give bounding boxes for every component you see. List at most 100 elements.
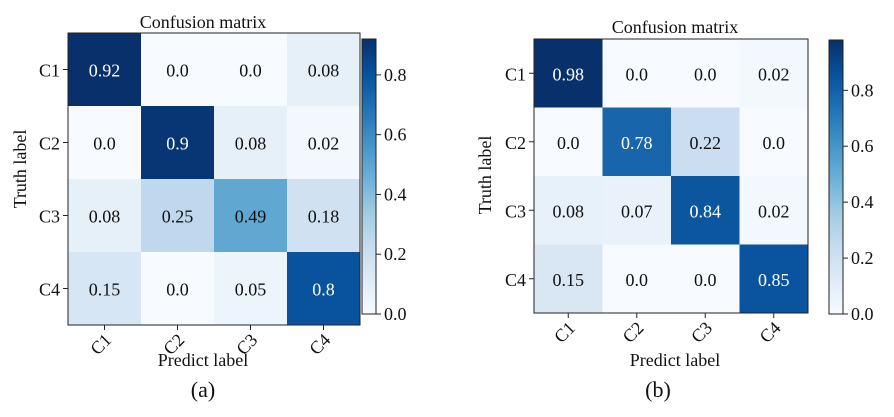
cell-value-label: 0.0 (557, 133, 580, 153)
colorbar: 0.0 0.2 0.4 0.6 0.8 (361, 38, 407, 324)
y-axis-label: Truth label (10, 130, 30, 209)
cell-value-labels: 0.92 0.0 0.0 0.08 0.0 0.9 0.08 0.02 0.08 0.25 0.49… (89, 61, 340, 300)
heatmap-frame (533, 38, 809, 314)
colorbar-gradient (828, 39, 844, 315)
cell-value-label: 0.0 (93, 134, 116, 154)
cell-value-label: 0.92 (89, 61, 121, 81)
cell-value-labels: 0.98 0.0 0.0 0.02 0.0 0.78 0.22 0.0 0.08 0.07 0.84… (553, 64, 790, 290)
cell-value-label: 0.08 (308, 61, 340, 81)
y-tick-label: C3 (39, 207, 60, 227)
x-tick-label: C1 (86, 330, 115, 359)
cell-value-label: 0.9 (166, 134, 189, 154)
y-tick-label: C4 (39, 280, 60, 300)
heatmap-cell (141, 106, 215, 180)
x-tick-label: C2 (619, 318, 648, 347)
heatmap-cell (287, 33, 361, 107)
cell-value-label: 0.22 (690, 133, 722, 153)
heatmap-cell (68, 252, 142, 326)
heatmap-cell (141, 33, 215, 107)
panel-b: Confusion matrix Truth label Predict lab… (475, 17, 874, 402)
y-tick-label: C2 (505, 133, 526, 153)
heatmap-cell (141, 179, 215, 253)
y-tick-label: C1 (39, 61, 60, 81)
cell-value-label: 0.0 (763, 133, 786, 153)
heatmap-cell (68, 33, 142, 107)
heatmap-cell (214, 179, 288, 253)
heatmap-cell (739, 244, 809, 314)
heatmap-cell (739, 176, 809, 245)
heatmap-cell (739, 39, 809, 108)
cell-value-label: 0.98 (553, 64, 585, 84)
cell-value-label: 0.49 (235, 207, 267, 227)
heatmap-cell (534, 39, 603, 108)
x-tick-label: C4 (756, 318, 785, 347)
cell-value-label: 0.0 (166, 280, 189, 300)
heatmap-cell (602, 107, 672, 177)
colorbar-gradient (361, 38, 377, 315)
heatmap-cell (534, 107, 603, 177)
heatmap-cell (671, 244, 740, 314)
cell-value-label: 0.78 (621, 133, 653, 153)
cell-value-label: 0.85 (758, 270, 790, 290)
heatmap-frame (67, 32, 361, 326)
cell-value-label: 0.08 (553, 201, 585, 221)
cell-value-label: 0.02 (308, 134, 340, 154)
cell-value-label: 0.15 (89, 280, 121, 300)
colorbar-tick-label: 0.4 (384, 184, 407, 204)
cell-value-label: 0.0 (694, 270, 717, 290)
y-axis-label: Truth label (475, 136, 495, 215)
cell-value-label: 0.0 (694, 64, 717, 84)
cell-value-label: 0.8 (312, 280, 335, 300)
colorbar-tick-label: 0.0 (384, 304, 407, 324)
heatmap-cell (68, 179, 142, 253)
heatmap-cell (68, 106, 142, 180)
cell-value-label: 0.0 (626, 270, 649, 290)
heatmap-cell (671, 107, 740, 177)
heatmap-cell (214, 106, 288, 180)
cell-value-label: 0.05 (235, 280, 267, 300)
colorbar-tick-label: 0.8 (384, 65, 407, 85)
heatmap-cell (287, 106, 361, 180)
heatmap-cell (214, 33, 288, 107)
colorbar-tick-label: 0.0 (851, 304, 874, 324)
cell-value-label: 0.84 (690, 201, 722, 221)
colorbar-tick-label: 0.2 (851, 248, 874, 268)
heatmap-cell (141, 252, 215, 326)
cell-value-label: 0.07 (621, 201, 653, 221)
colorbar-tick-label: 0.4 (851, 192, 874, 212)
panel-caption: (a) (191, 377, 215, 402)
x-axis-label: Predict label (630, 350, 720, 370)
colorbar-tick-label: 0.6 (851, 136, 874, 156)
chart-title: Confusion matrix (140, 12, 267, 32)
heatmap-cell (602, 176, 672, 245)
y-tick-label: C3 (505, 201, 526, 221)
x-tick-label: C4 (305, 330, 334, 359)
x-axis-label: Predict label (158, 350, 248, 370)
heatmap-cell (671, 176, 740, 245)
y-tick-label: C4 (505, 270, 526, 290)
heatmap-cells (67, 32, 361, 326)
cell-value-label: 0.02 (758, 64, 790, 84)
cell-value-label: 0.02 (758, 201, 790, 221)
heatmap-cell (214, 252, 288, 326)
cell-value-label: 0.25 (162, 207, 194, 227)
heatmap-cell (534, 176, 603, 245)
y-tick-label: C1 (505, 64, 526, 84)
heatmap-cell (739, 107, 809, 177)
cell-value-label: 0.0 (166, 61, 189, 81)
colorbar: 0.0 0.2 0.4 0.6 0.8 (828, 39, 874, 324)
cell-value-label: 0.15 (553, 270, 585, 290)
cell-value-label: 0.18 (308, 207, 340, 227)
cell-value-label: 0.08 (89, 207, 121, 227)
heatmap-cell (534, 244, 603, 314)
colorbar-tick-label: 0.6 (384, 125, 407, 145)
heatmap-cell (602, 244, 672, 314)
heatmap-cell (602, 39, 672, 108)
chart-title: Confusion matrix (612, 17, 739, 37)
colorbar-tick-label: 0.2 (384, 244, 407, 264)
heatmap-cell (287, 179, 361, 253)
panel-caption: (b) (645, 377, 671, 402)
panel-a: Confusion matrix Truth label Predict lab… (10, 12, 407, 402)
heatmap-cell (671, 39, 740, 108)
